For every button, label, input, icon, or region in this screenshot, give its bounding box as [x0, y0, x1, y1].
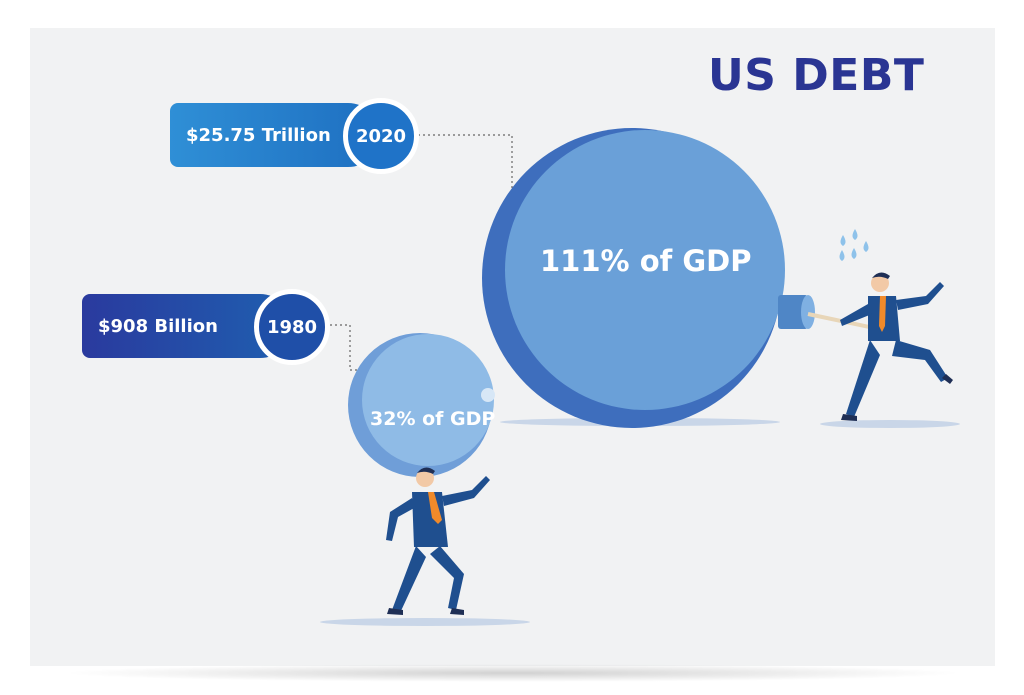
debt-amount-1980: $908 Billion [98, 315, 218, 337]
businessman-pushing-icon [840, 272, 953, 421]
businessman-carrying-icon [386, 467, 490, 615]
ground-shadow [320, 618, 530, 626]
connector-2020 [418, 134, 513, 206]
gdp-label-1980: 32% of GDP [370, 408, 496, 430]
big-debt-ball [482, 128, 815, 428]
sweat-drops-icon [839, 229, 869, 261]
year-badge-2020: 2020 [343, 98, 419, 174]
debt-amount-2020: $25.75 Trillion [186, 124, 331, 146]
page-title: US DEBT [708, 50, 925, 101]
card-shadow [60, 664, 965, 682]
ground-shadow [820, 420, 960, 428]
gdp-label-2020: 111% of GDP [540, 244, 752, 278]
connector-1980 [330, 324, 360, 371]
small-debt-ball [348, 333, 495, 477]
year-badge-1980: 1980 [254, 289, 330, 365]
